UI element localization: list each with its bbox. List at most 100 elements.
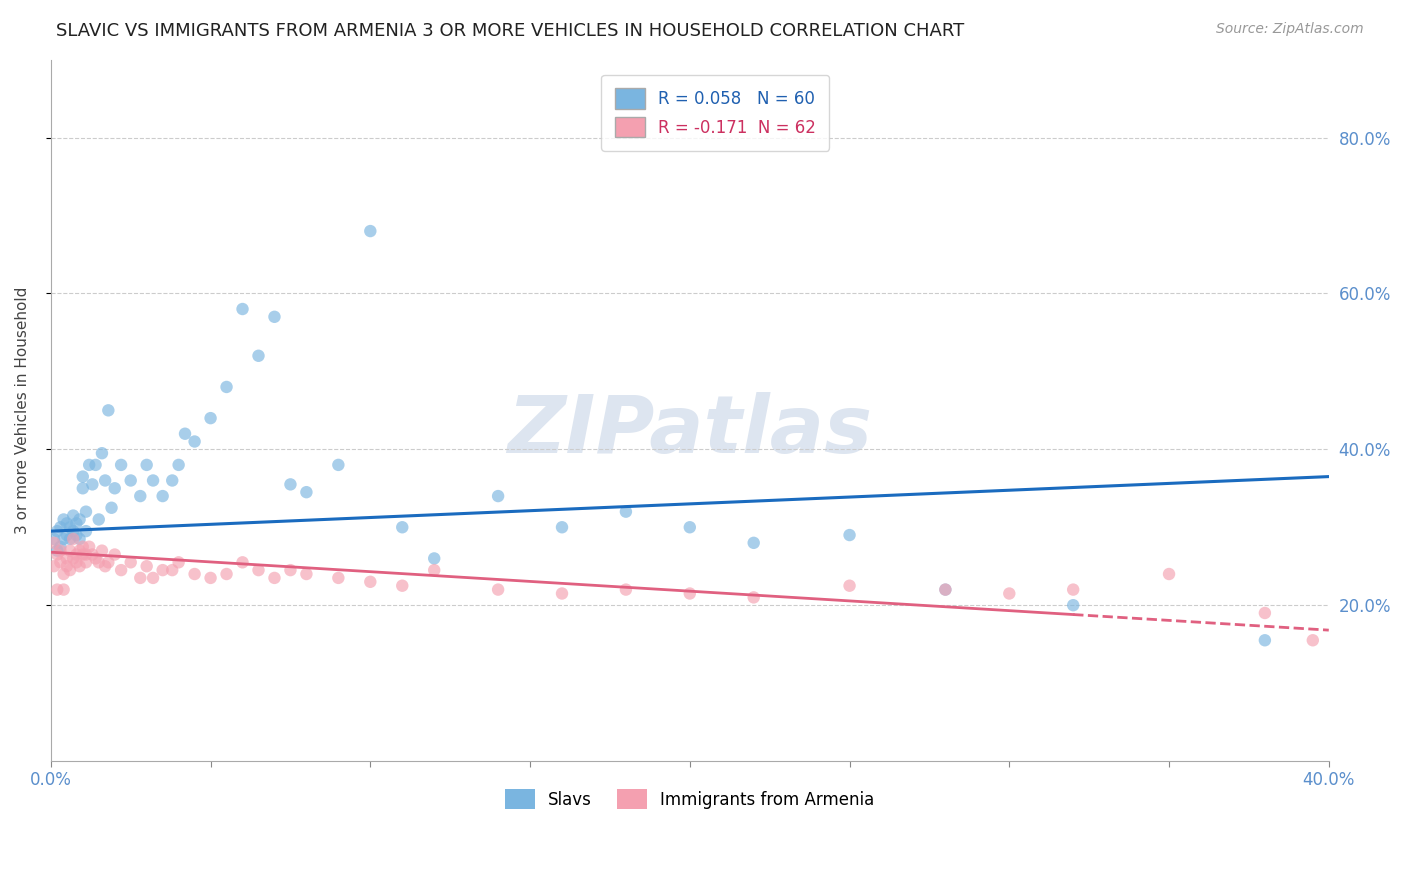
Point <box>135 458 157 472</box>
Point <box>263 571 285 585</box>
Point <box>100 500 122 515</box>
Point <box>72 481 94 495</box>
Point <box>152 563 174 577</box>
Point <box>62 551 84 566</box>
Point <box>152 489 174 503</box>
Point <box>423 563 446 577</box>
Point <box>72 540 94 554</box>
Point <box>91 543 114 558</box>
Point <box>56 516 79 531</box>
Point <box>215 567 238 582</box>
Point <box>742 591 765 605</box>
Point <box>62 532 84 546</box>
Point <box>200 571 222 585</box>
Point <box>84 551 107 566</box>
Text: ZIPatlas: ZIPatlas <box>508 392 872 470</box>
Point <box>69 532 91 546</box>
Point <box>69 559 91 574</box>
Point <box>49 520 72 534</box>
Point <box>1254 606 1277 620</box>
Point <box>104 481 127 495</box>
Point <box>52 512 75 526</box>
Point <box>328 458 350 472</box>
Point <box>1302 633 1324 648</box>
Point <box>1157 567 1180 582</box>
Point <box>69 512 91 526</box>
Point <box>46 548 69 562</box>
Point <box>62 508 84 523</box>
Point <box>97 555 120 569</box>
Point <box>295 567 318 582</box>
Point <box>247 563 270 577</box>
Point <box>934 582 956 597</box>
Point <box>135 559 157 574</box>
Point <box>59 532 82 546</box>
Point <box>56 551 79 566</box>
Point <box>56 528 79 542</box>
Point <box>94 559 117 574</box>
Point <box>65 555 87 569</box>
Text: Source: ZipAtlas.com: Source: ZipAtlas.com <box>1216 22 1364 37</box>
Text: SLAVIC VS IMMIGRANTS FROM ARMENIA 3 OR MORE VEHICLES IN HOUSEHOLD CORRELATION CH: SLAVIC VS IMMIGRANTS FROM ARMENIA 3 OR M… <box>56 22 965 40</box>
Point <box>49 543 72 558</box>
Point <box>1062 582 1084 597</box>
Point <box>551 586 574 600</box>
Point <box>59 563 82 577</box>
Point <box>94 474 117 488</box>
Point <box>486 489 509 503</box>
Point <box>183 434 205 449</box>
Point <box>183 567 205 582</box>
Point <box>104 548 127 562</box>
Point <box>129 489 152 503</box>
Point <box>280 563 302 577</box>
Point <box>142 474 165 488</box>
Point <box>998 586 1021 600</box>
Point <box>59 543 82 558</box>
Point <box>174 426 197 441</box>
Point <box>110 458 132 472</box>
Legend: Slavs, Immigrants from Armenia: Slavs, Immigrants from Armenia <box>498 782 882 816</box>
Point <box>87 512 110 526</box>
Point <box>77 540 100 554</box>
Point <box>69 543 91 558</box>
Point <box>120 474 142 488</box>
Point <box>52 582 75 597</box>
Point <box>65 516 87 531</box>
Point <box>77 458 100 472</box>
Point <box>46 524 69 538</box>
Point <box>65 528 87 542</box>
Point <box>742 536 765 550</box>
Point <box>231 555 253 569</box>
Point <box>52 567 75 582</box>
Point <box>42 532 65 546</box>
Point <box>75 555 97 569</box>
Point <box>679 586 702 600</box>
Point <box>87 555 110 569</box>
Point <box>295 485 318 500</box>
Point <box>42 536 65 550</box>
Point <box>280 477 302 491</box>
Point <box>486 582 509 597</box>
Point <box>263 310 285 324</box>
Point <box>167 555 190 569</box>
Point <box>551 520 574 534</box>
Point <box>62 524 84 538</box>
Point <box>91 446 114 460</box>
Point <box>75 524 97 538</box>
Point <box>72 548 94 562</box>
Y-axis label: 3 or more Vehicles in Household: 3 or more Vehicles in Household <box>15 286 30 534</box>
Point <box>75 548 97 562</box>
Point <box>162 563 184 577</box>
Point <box>56 559 79 574</box>
Point <box>679 520 702 534</box>
Point <box>46 582 69 597</box>
Point <box>42 559 65 574</box>
Point <box>328 571 350 585</box>
Point <box>82 548 104 562</box>
Point <box>52 532 75 546</box>
Point <box>1062 598 1084 612</box>
Point <box>391 520 413 534</box>
Point <box>359 224 381 238</box>
Point <box>110 563 132 577</box>
Point <box>167 458 190 472</box>
